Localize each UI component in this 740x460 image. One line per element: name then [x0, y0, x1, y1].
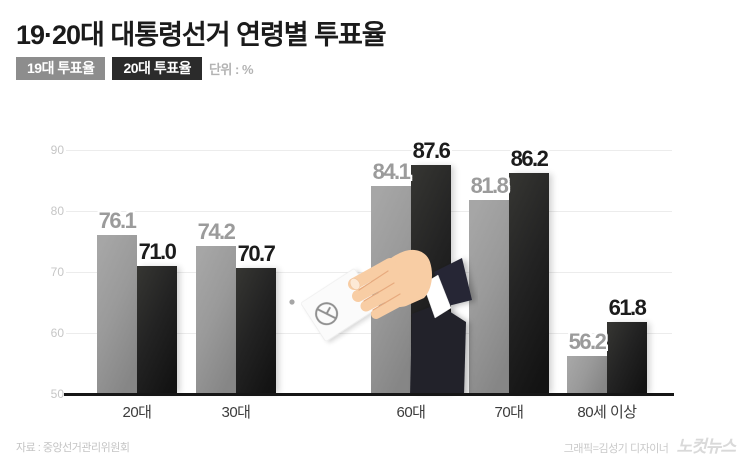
x-axis-label-20대: 20대 — [122, 404, 153, 421]
bar-series2-20대 — [137, 265, 177, 394]
x-axis-label-80세 이상: 80세 이상 — [577, 404, 637, 421]
bar-series1-20대 — [97, 234, 137, 394]
y-axis-tick: 80 — [50, 204, 64, 218]
y-axis-tick: 90 — [50, 143, 64, 157]
value-label-series1-30대: 74.2 — [197, 219, 236, 245]
source-label: 자료 : 중앙선거관리위원회 — [16, 442, 130, 454]
designer-credit: 그래픽=김성기 디자이너 — [563, 443, 669, 455]
fingernail — [349, 278, 361, 290]
value-label-series2-70대: 86.2 — [510, 146, 549, 172]
value-label-series2-80세 이상: 61.8 — [608, 295, 647, 321]
bar-series1-70대 — [469, 200, 509, 394]
hand-icon — [348, 249, 432, 319]
footer-credit: 그래픽=김성기 디자이너 노컷뉴스 — [563, 432, 736, 457]
value-label-series1-60대: 84.1 — [372, 158, 411, 184]
bar-series1-30대 — [196, 246, 236, 394]
bar-series2-70대 — [509, 173, 549, 394]
x-axis-label-30대: 30대 — [221, 404, 252, 421]
gridline — [66, 150, 672, 151]
y-axis-tick: 70 — [50, 265, 64, 279]
bar-series2-30대 — [236, 267, 276, 394]
y-axis-tick: 60 — [50, 326, 64, 340]
page-title: 19·20대 대통령선거 연령별 투표율 — [16, 20, 387, 50]
nocut-news-logo: 노컷뉴스 — [676, 437, 736, 456]
legend-item-19th: 19대 투표율 — [16, 57, 106, 80]
legend: 19대 투표율 20대 투표율 단위 : % — [16, 57, 254, 80]
value-label-series1-80세 이상: 56.2 — [568, 329, 607, 355]
stamp-icon — [315, 302, 339, 326]
x-axis-baseline — [64, 393, 674, 396]
value-label-series1-20대: 76.1 — [98, 207, 137, 233]
bar-series1-80세 이상 — [567, 356, 607, 394]
x-axis-label-70대: 70대 — [494, 404, 525, 421]
ballot-hand-illustration — [289, 249, 472, 396]
unit-label: 단위 : % — [208, 62, 254, 77]
value-label-series2-20대: 71.0 — [138, 238, 177, 264]
gridline — [66, 211, 672, 212]
value-label-series2-30대: 70.7 — [237, 240, 276, 266]
bar-series2-80세 이상 — [607, 322, 647, 394]
gridline — [66, 333, 672, 334]
value-label-series1-70대: 81.8 — [470, 173, 509, 199]
legend-item-20th: 20대 투표율 — [112, 57, 202, 80]
value-label-series2-60대: 87.6 — [412, 137, 451, 163]
x-axis-label-60대: 60대 — [396, 404, 427, 421]
y-axis-tick: 50 — [50, 387, 64, 401]
